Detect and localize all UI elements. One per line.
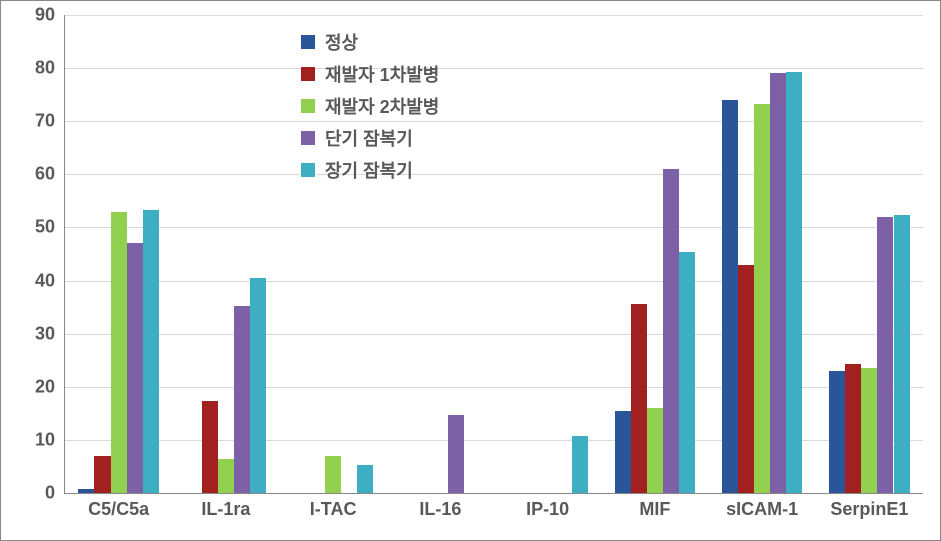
bar (572, 436, 588, 493)
bar (861, 368, 877, 493)
y-tick-label: 10 (35, 429, 65, 450)
y-tick-label: 60 (35, 164, 65, 185)
y-tick-label: 30 (35, 323, 65, 344)
x-tick-label: IP-10 (526, 493, 569, 520)
legend-item: 장기 잠복기 (301, 157, 439, 183)
bar (143, 210, 159, 493)
legend-swatch (301, 163, 315, 177)
bar (250, 278, 266, 493)
y-tick-label: 20 (35, 376, 65, 397)
bar (325, 456, 341, 493)
legend: 정상재발자 1차발병재발자 2차발병단기 잠복기장기 잠복기 (301, 29, 439, 189)
legend-item: 정상 (301, 29, 439, 55)
y-tick-label: 40 (35, 270, 65, 291)
bar (202, 401, 218, 493)
x-tick-label: I-TAC (310, 493, 357, 520)
legend-item: 단기 잠복기 (301, 125, 439, 151)
x-tick-label: sICAM-1 (726, 493, 798, 520)
legend-label: 정상 (325, 29, 358, 55)
bar (647, 408, 663, 493)
bar (111, 212, 127, 493)
y-tick-label: 80 (35, 58, 65, 79)
bar (894, 215, 910, 493)
x-tick-label: MIF (639, 493, 670, 520)
x-tick-label: IL-1ra (201, 493, 250, 520)
bar (448, 415, 464, 493)
bar (877, 217, 893, 493)
bar (845, 364, 861, 493)
bar (663, 169, 679, 493)
legend-item: 재발자 2차발병 (301, 93, 439, 119)
bar (754, 104, 770, 493)
bar (679, 252, 695, 493)
legend-item: 재발자 1차발병 (301, 61, 439, 87)
bar (234, 306, 250, 493)
bar (218, 459, 234, 493)
legend-swatch (301, 67, 315, 81)
legend-label: 단기 잠복기 (325, 125, 413, 151)
bar (94, 456, 110, 493)
bar (722, 100, 738, 493)
x-tick-label: C5/C5a (88, 493, 149, 520)
y-tick-label: 0 (45, 483, 65, 504)
legend-label: 재발자 1차발병 (325, 61, 439, 87)
grid-line (65, 15, 923, 16)
legend-swatch (301, 131, 315, 145)
legend-swatch (301, 99, 315, 113)
bar (615, 411, 631, 493)
plot-area: 0102030405060708090C5/C5aIL-1raI-TACIL-1… (64, 15, 923, 494)
x-tick-label: IL-16 (419, 493, 461, 520)
y-tick-label: 90 (35, 5, 65, 26)
bar (357, 465, 373, 493)
legend-swatch (301, 35, 315, 49)
legend-label: 재발자 2차발병 (325, 93, 439, 119)
bar (829, 371, 845, 493)
chart-container: 0 10 20 30 40 50 60 70 80 90 C5/C5a IL-1ra I-TAC IL-1… (0, 0, 941, 541)
y-tick-label: 50 (35, 217, 65, 238)
bar (770, 73, 786, 493)
x-tick-label: SerpinE1 (830, 493, 908, 520)
legend-label: 장기 잠복기 (325, 157, 413, 183)
bar (738, 265, 754, 493)
bar (127, 243, 143, 493)
grid-line (65, 68, 923, 69)
bar (786, 72, 802, 493)
y-tick-label: 70 (35, 111, 65, 132)
bar (631, 304, 647, 493)
